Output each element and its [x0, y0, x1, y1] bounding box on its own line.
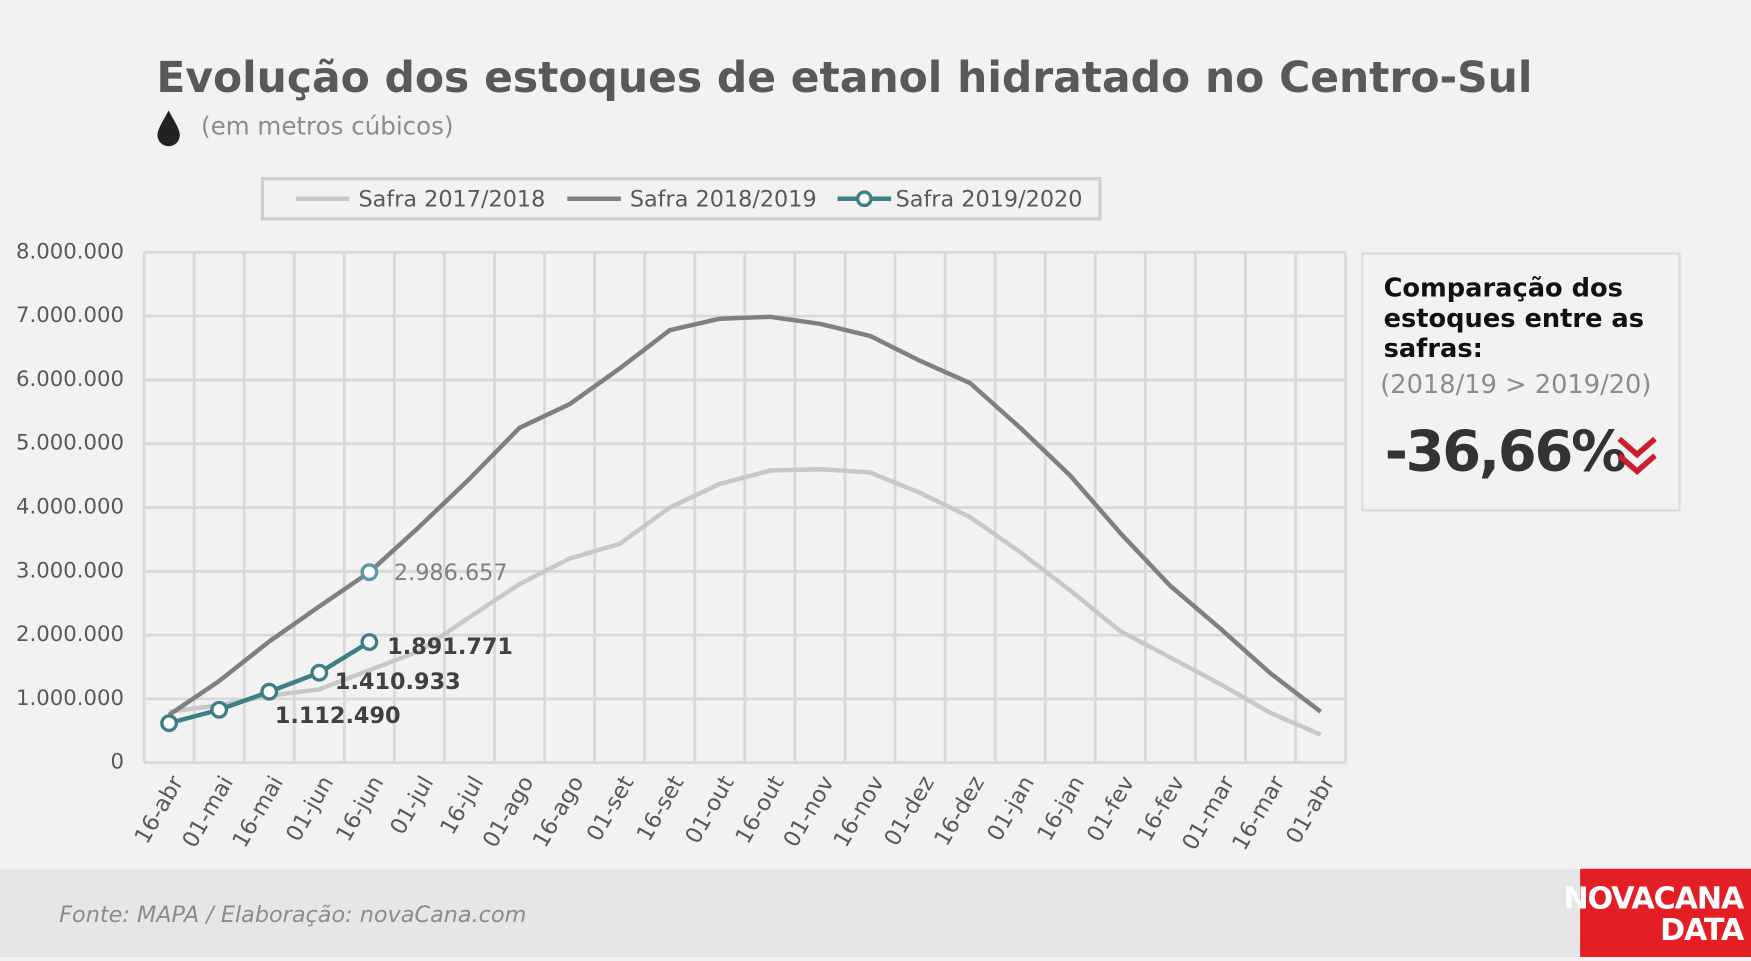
comparison-title: Comparação dos [1384, 274, 1623, 304]
y-tick-label: 8.000.000 [16, 239, 124, 264]
comparison-title: safras: [1384, 334, 1483, 364]
data-label: 1.410.933 [335, 669, 461, 695]
y-tick-label: 6.000.000 [16, 367, 124, 392]
y-tick-label: 1.000.000 [16, 686, 124, 711]
logo-text: NOVACANA [1563, 882, 1744, 917]
series-line [167, 314, 1322, 717]
chart-subtitle: (em metros cúbicos) [201, 111, 454, 140]
logo-text: DATA [1660, 913, 1745, 948]
series-line [168, 467, 1322, 737]
legend-label: Safra 2017/2018 [358, 186, 545, 212]
legend-label: Safra 2018/2019 [630, 186, 817, 212]
legend-marker [855, 190, 873, 208]
data-label: 1.112.490 [275, 703, 401, 729]
marker [360, 633, 379, 651]
comparison-title: estoques entre as [1384, 304, 1644, 334]
logo-box [1580, 868, 1751, 957]
data-label: 1.891.771 [387, 634, 513, 660]
marker [310, 663, 329, 682]
marker [260, 682, 279, 701]
y-tick-label: 4.000.000 [16, 495, 124, 520]
y-tick-label: 3.000.000 [16, 558, 124, 583]
footer-source: Fonte: MAPA / Elaboração: novaCana.com [59, 902, 526, 928]
marker [360, 563, 379, 582]
y-tick-label: 5.000.000 [16, 431, 124, 456]
down-chevrons [1617, 436, 1657, 475]
legend-label: Safra 2019/2020 [896, 186, 1083, 212]
legend-box [260, 176, 1102, 221]
comparison-box [1361, 252, 1681, 512]
marker [160, 714, 179, 733]
footer-band [0, 868, 1751, 957]
y-tick-label: 7.000.000 [16, 303, 124, 328]
chart-title: Evolução dos estoques de etanol hidratad… [156, 54, 1532, 103]
drop-icon [157, 110, 180, 147]
comparison-subtitle: (2018/19 > 2019/20) [1380, 370, 1651, 400]
data-label: 2.986.657 [394, 560, 508, 586]
marker [210, 700, 229, 719]
comparison-value: -36,66% [1385, 420, 1626, 485]
y-tick-label: 0 [110, 750, 124, 775]
y-tick-label: 2.000.000 [16, 622, 124, 647]
